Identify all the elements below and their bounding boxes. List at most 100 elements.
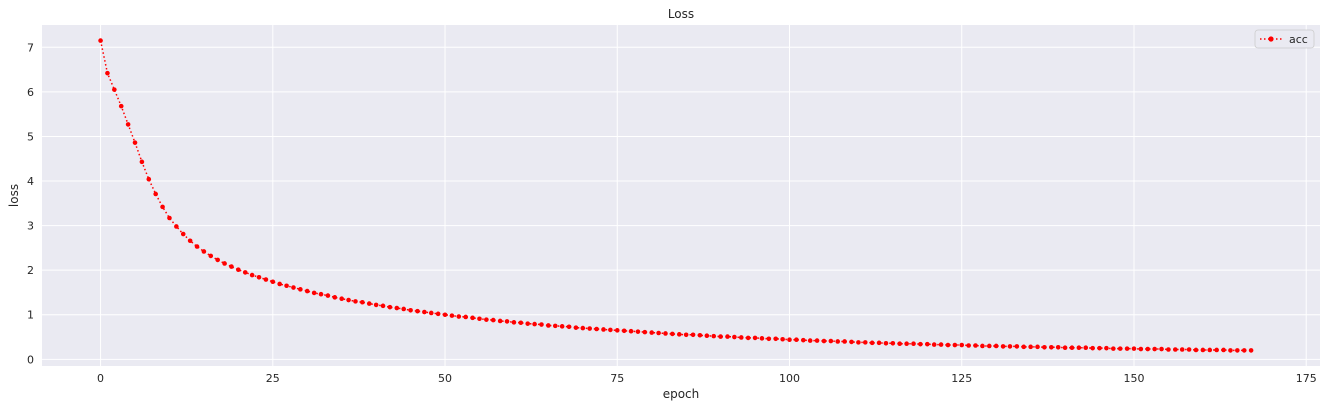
data-point [146,176,152,182]
data-point [856,340,861,345]
data-point [1179,347,1185,352]
data-point [249,272,255,278]
y-tick-labels: 0 1 2 3 4 5 6 7 [27,41,34,366]
data-point [291,285,296,290]
data-point [112,87,117,92]
data-point [683,332,689,338]
data-point [649,330,655,335]
data-point [552,323,558,329]
data-point [794,337,799,343]
data-point [608,327,613,333]
data-point [208,253,214,259]
data-point [242,270,248,275]
data-point [201,249,207,254]
data-point [697,332,703,338]
data-point [835,339,841,344]
data-point [1221,347,1226,353]
data-point [642,329,648,335]
data-point [470,315,475,321]
data-point [980,343,985,349]
data-point [1076,345,1082,351]
data-point [800,337,806,343]
x-tick-label: 125 [951,372,972,385]
data-point [497,318,503,324]
series-layer [98,38,1254,353]
data-point [360,299,365,305]
data-point [1097,345,1102,351]
data-point [759,336,765,341]
data-point [373,302,379,308]
data-point [1042,344,1047,350]
data-point [105,70,110,76]
data-point [532,321,537,327]
data-point [504,319,510,324]
legend-label-acc: acc [1289,33,1308,46]
data-point [1069,345,1075,351]
data-point [1228,348,1233,353]
y-tick-label: 1 [27,309,34,322]
data-point [987,343,992,349]
y-tick-label: 3 [27,220,34,233]
data-point [821,338,827,344]
x-tick-label: 50 [438,372,452,385]
data-point [945,342,951,348]
data-point [222,261,227,266]
data-point [587,326,593,331]
data-point [394,305,400,311]
data-point [463,314,469,320]
legend-box [1254,29,1315,49]
data-point [277,281,282,287]
data-point [938,342,944,347]
data-point [566,324,572,330]
data-point [1111,346,1116,351]
data-point [139,159,145,165]
data-point [814,338,820,343]
data-point [511,320,517,325]
data-point [180,231,186,237]
data-point [732,334,737,340]
data-point [98,38,103,43]
data-point [332,295,338,300]
data-point [174,224,179,229]
data-point [883,340,889,346]
data-point [959,342,965,348]
data-point [525,321,531,326]
x-tick-label: 150 [1123,372,1144,385]
data-point [738,335,744,340]
data-point [670,331,675,337]
data-point [304,288,310,294]
data-point [167,215,172,221]
data-point [1124,346,1130,351]
data-point [1186,347,1192,352]
x-tick-label: 175 [1296,372,1317,385]
data-point [704,333,710,338]
y-tick-label: 7 [27,41,34,54]
data-point [1159,346,1164,352]
data-point [318,291,324,297]
x-tick-label: 25 [266,372,280,385]
x-tick-label: 75 [610,372,624,385]
data-point [380,303,386,309]
data-point [1090,345,1095,351]
data-point [456,314,462,319]
data-point [931,342,937,347]
data-point [1152,346,1157,352]
data-point [339,296,344,301]
data-point [236,267,241,273]
data-point [311,290,317,296]
data-point [160,204,165,210]
data-point [490,317,496,323]
data-point [1117,346,1123,351]
data-point [194,244,200,249]
data-point [408,307,413,313]
data-point [869,340,875,346]
data-point [1193,347,1199,353]
data-point [387,304,393,310]
data-point [725,334,730,339]
data-point [1173,347,1178,352]
data-point [1248,348,1254,353]
data-point [401,306,407,312]
data-point [573,325,579,330]
y-tick-label: 4 [27,175,34,188]
